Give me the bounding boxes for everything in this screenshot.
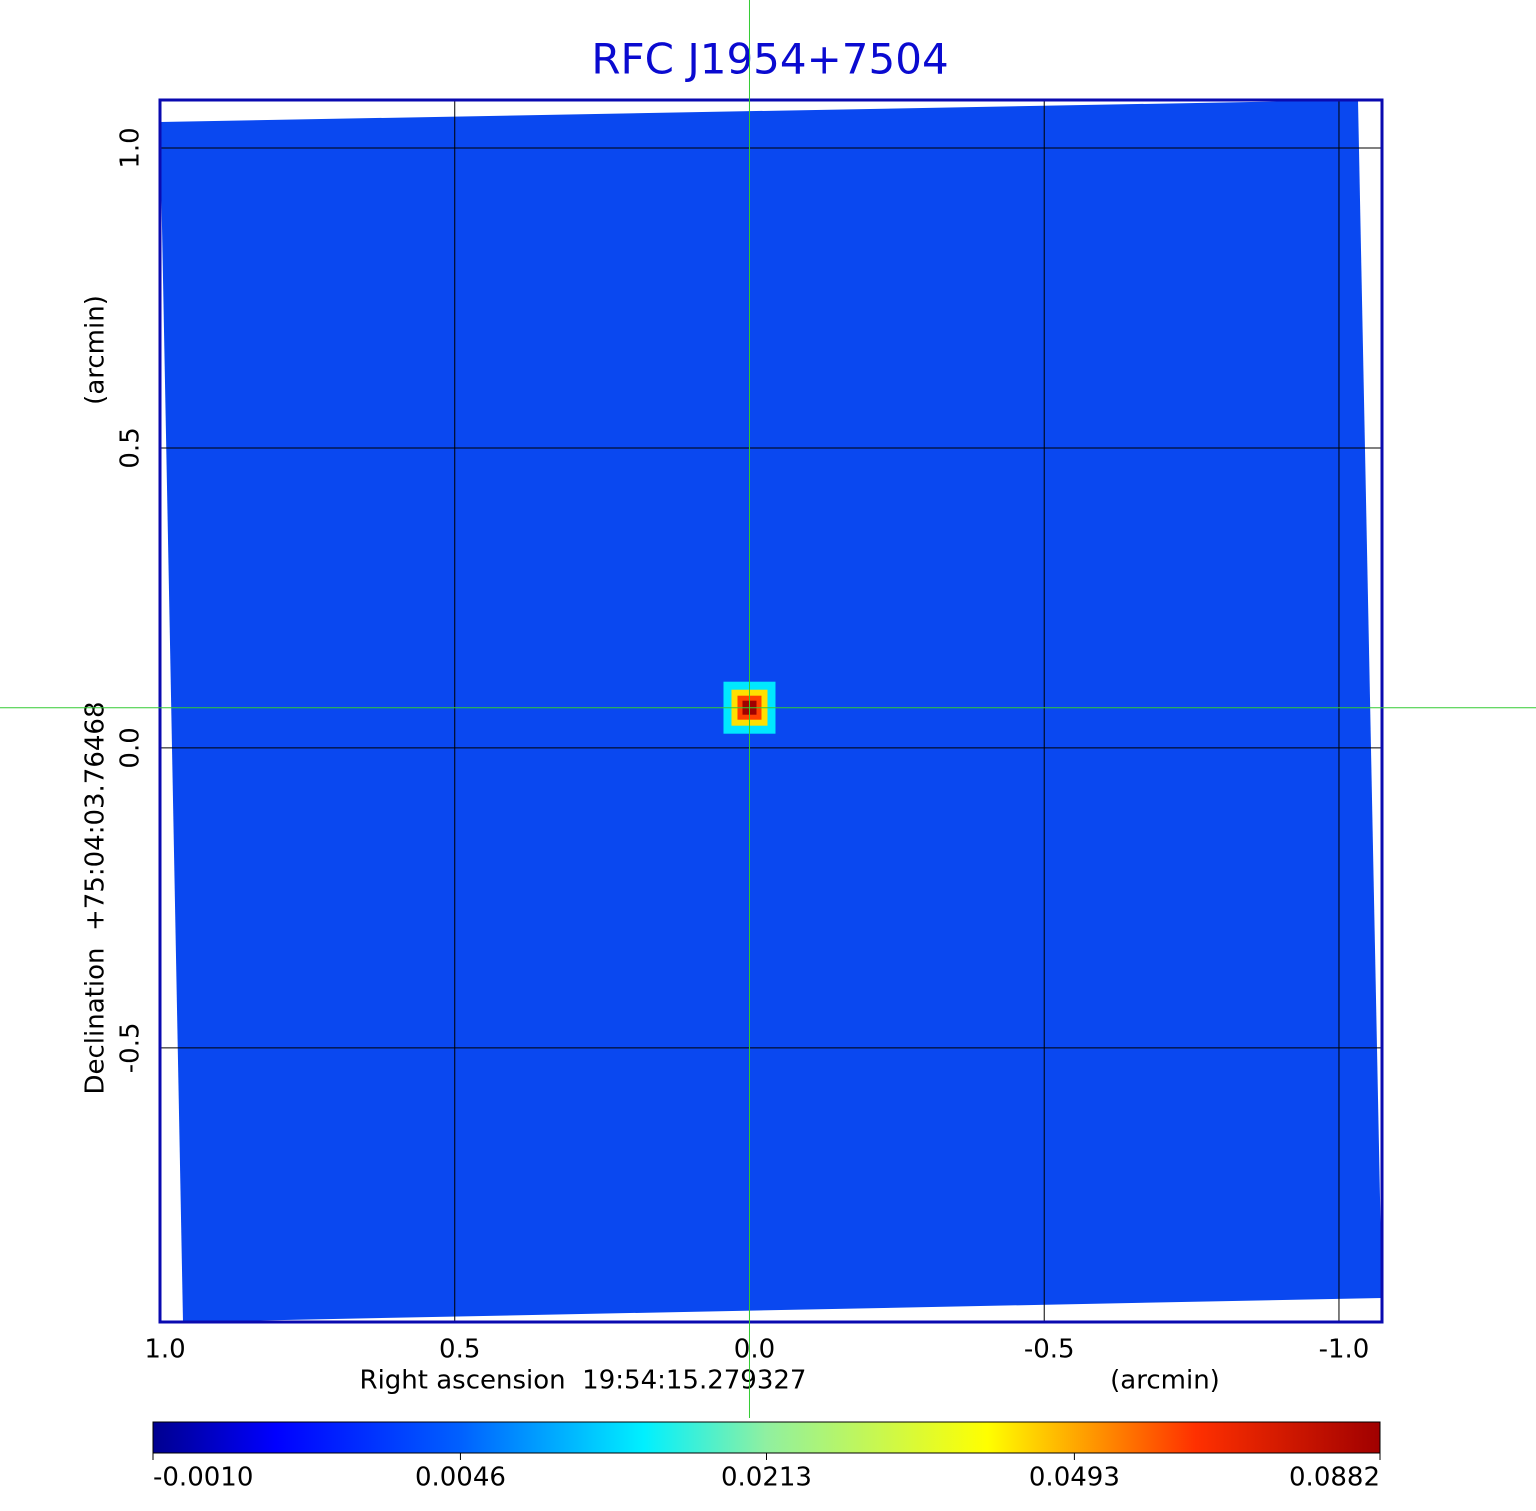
x-tick-label: 0.5 <box>439 1335 480 1365</box>
y-tick-label: 0.5 <box>116 427 146 468</box>
colorbar-tick-label: 0.0046 <box>415 1463 506 1493</box>
chart-title: RFC J1954+7504 <box>591 35 948 84</box>
colorbar-tick-label: -0.0010 <box>153 1463 253 1493</box>
x-tick-label: -1.0 <box>1319 1335 1370 1365</box>
y-tick-label: -0.5 <box>116 1022 146 1073</box>
x-tick-label: 1.0 <box>144 1335 185 1365</box>
frame <box>158 98 1384 1324</box>
colorbar <box>152 1421 1381 1454</box>
y-tick-label: 1.0 <box>116 127 146 168</box>
x-axis-unit: (arcmin) <box>1110 1366 1220 1396</box>
colorbar-tick-label: 0.0213 <box>721 1463 812 1493</box>
x-tick-label: -0.5 <box>1024 1335 1075 1365</box>
x-tick-label: 0.0 <box>734 1335 775 1365</box>
colorbar-tick-label: 0.0882 <box>1289 1463 1380 1493</box>
colorbar-tick-label: 0.0493 <box>1029 1463 1120 1493</box>
y-axis-unit: (arcmin) <box>81 295 111 405</box>
y-axis-label: Declination +75:04:03.76468 <box>81 701 111 1094</box>
y-tick-label: 0.0 <box>116 727 146 768</box>
x-axis-label: Right ascension 19:54:15.279327 <box>360 1366 807 1396</box>
